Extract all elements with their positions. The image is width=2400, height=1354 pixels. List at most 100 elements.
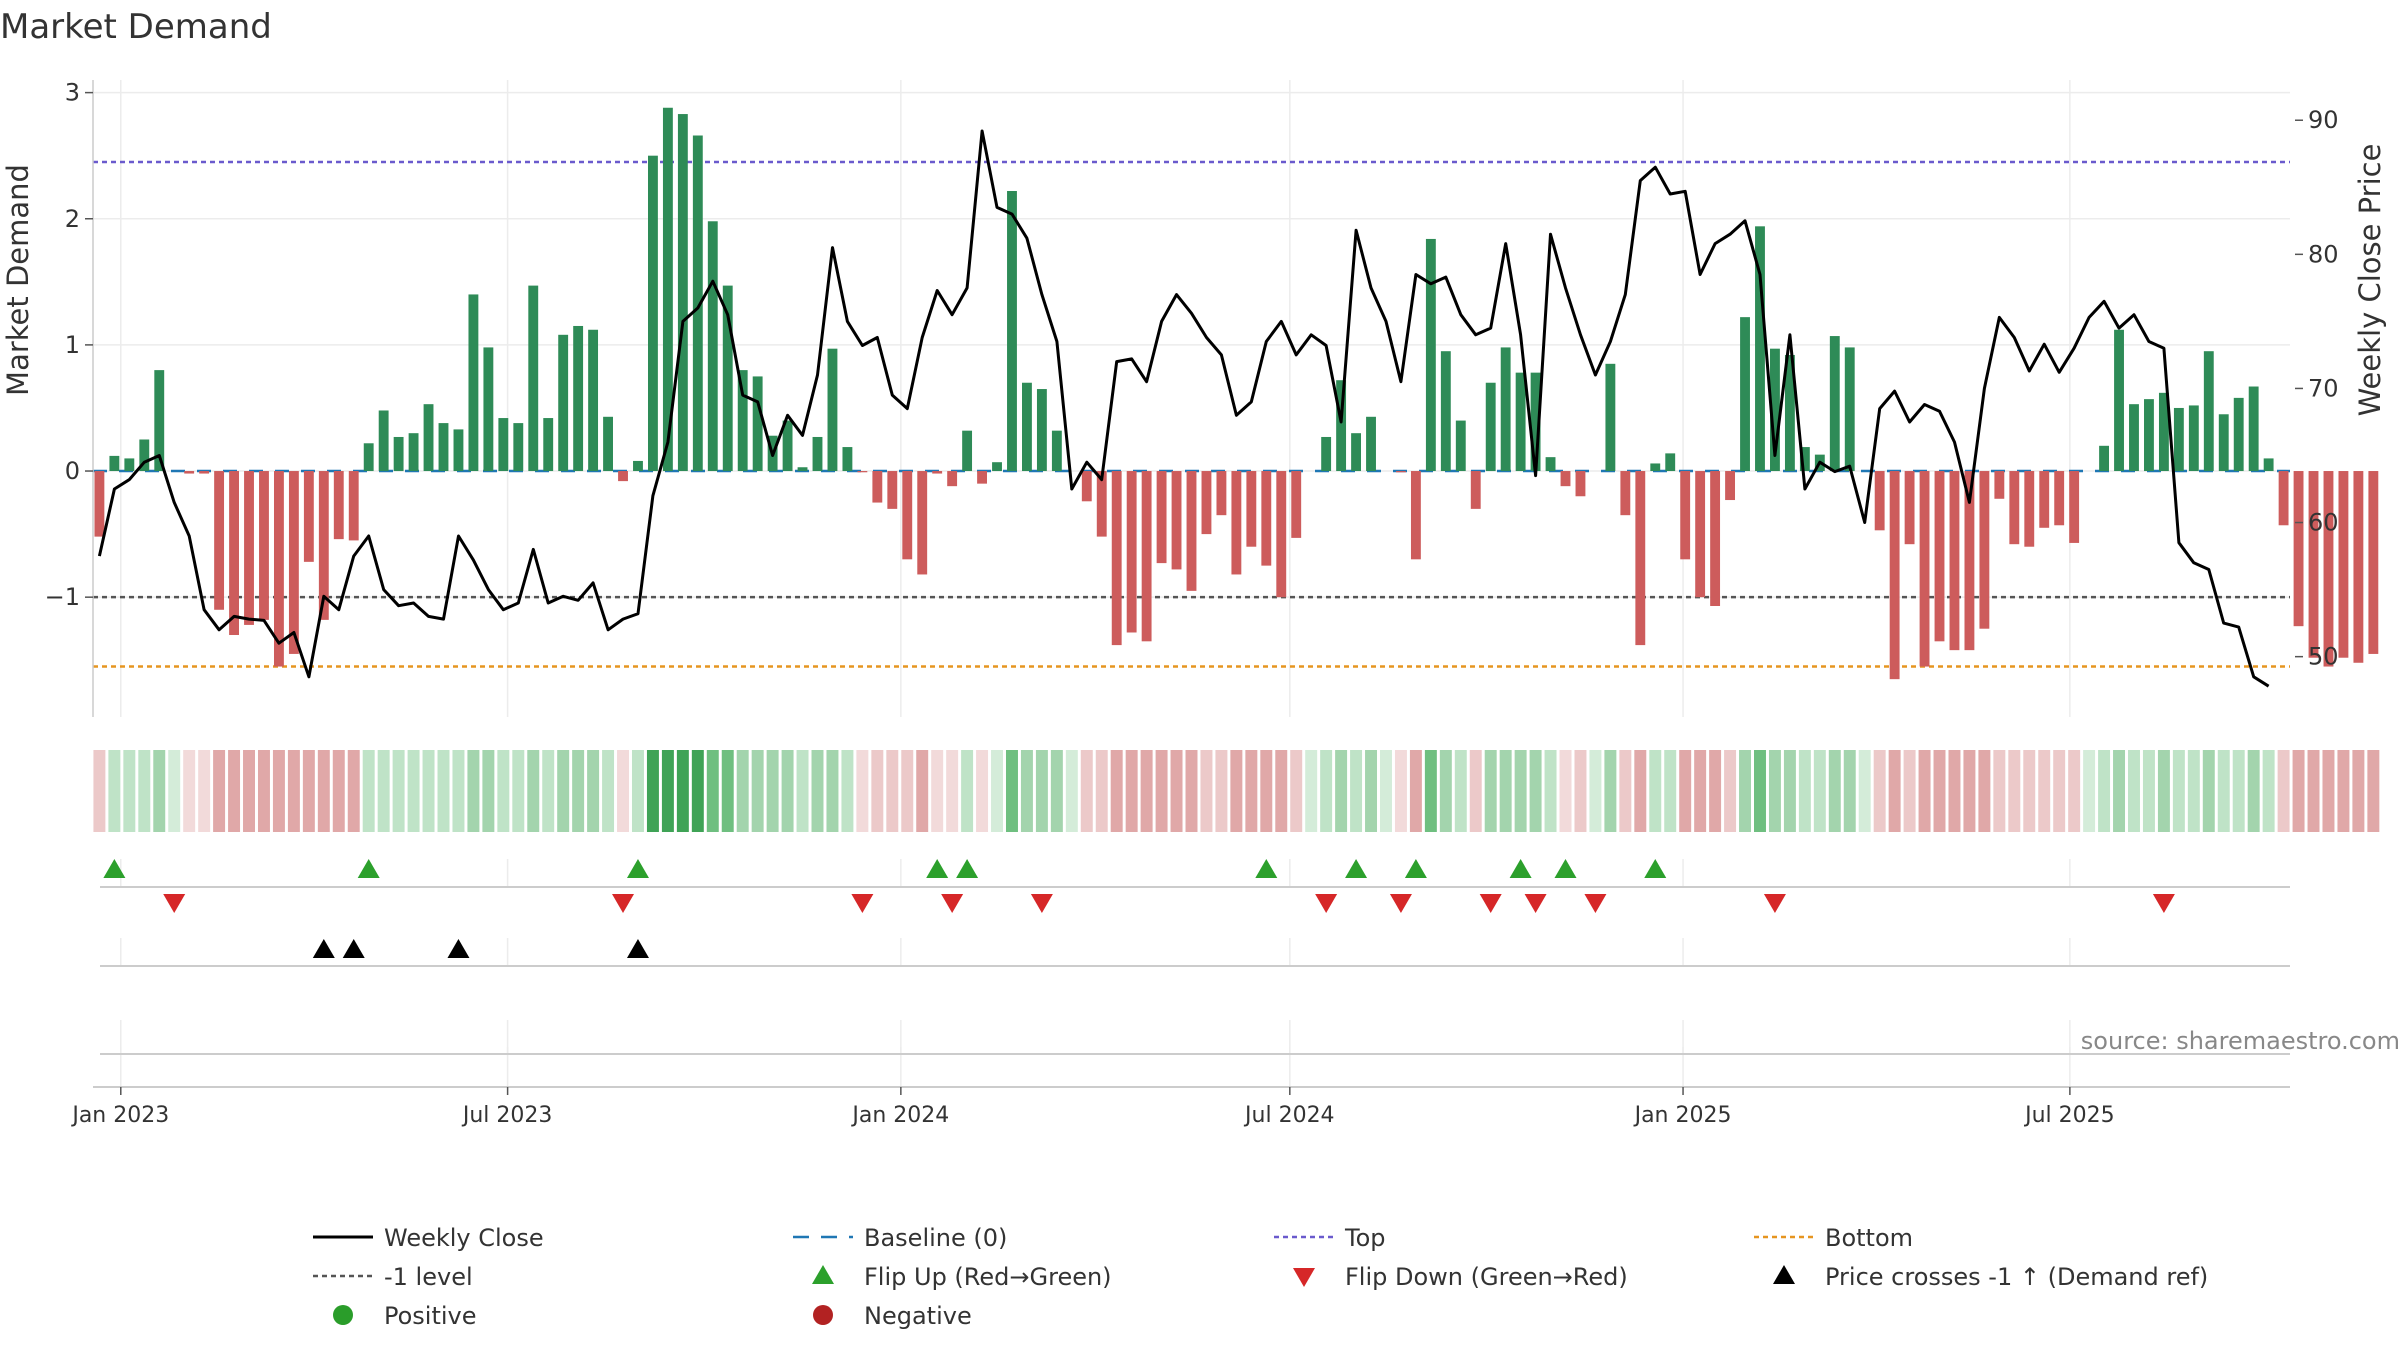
demand-bar (1964, 471, 1975, 651)
intensity-cell (1230, 750, 1243, 832)
intensity-cell (1948, 750, 1961, 832)
y-axis-label-left: Market Demand (1, 164, 35, 396)
demand-bar (752, 376, 763, 472)
intensity-strip (93, 750, 2380, 832)
intensity-cell (1454, 750, 1467, 832)
demand-bar (782, 420, 793, 472)
intensity-cell (2083, 750, 2096, 832)
intensity-cell (2367, 750, 2380, 832)
intensity-cell (931, 750, 944, 832)
demand-bar (947, 471, 958, 487)
x-tick-label: Jul 2025 (2023, 1103, 2115, 1128)
demand-bar (737, 370, 748, 472)
demand-bar (229, 471, 239, 636)
demand-bar (603, 416, 613, 472)
intensity-cell (108, 750, 121, 832)
flip-down-marker (2152, 894, 2175, 913)
demand-bar (1620, 471, 1631, 516)
demand-bar (363, 443, 374, 472)
demand-bar (1904, 471, 1915, 545)
intensity-cell (1993, 750, 2006, 832)
flip-up-marker (956, 859, 979, 878)
intensity-cell (1918, 750, 1931, 832)
intensity-cell (1903, 750, 1916, 832)
legend-swatch (813, 1305, 833, 1325)
intensity-cell (2232, 750, 2245, 832)
demand-bar (1261, 471, 1272, 566)
legend-swatch (333, 1305, 353, 1325)
intensity-cell (1275, 750, 1288, 832)
flip-down-marker (1479, 894, 1502, 913)
intensity-cell (946, 750, 959, 832)
demand-bar (1216, 471, 1227, 516)
intensity-cell (497, 750, 510, 832)
intensity-cell (2337, 750, 2350, 832)
intensity-cell (93, 750, 106, 832)
demand-bar (1291, 471, 1302, 538)
intensity-cell (961, 750, 974, 832)
demand-bars (94, 107, 2379, 680)
demand-bar (1126, 471, 1137, 633)
demand-bar (2009, 471, 2020, 545)
demand-bar (1680, 471, 1691, 560)
legend-label: Weekly Close (384, 1224, 544, 1252)
y-tick-label-right: 50 (2308, 643, 2339, 671)
demand-bar (1770, 348, 1780, 472)
intensity-cell (1559, 750, 1572, 832)
demand-bar (528, 285, 539, 472)
intensity-cell (1739, 750, 1752, 832)
legend-label: Baseline (0) (864, 1224, 1007, 1252)
intensity-cell (2128, 750, 2140, 832)
intensity-cell (1245, 750, 1258, 832)
demand-bar (1755, 226, 1765, 472)
demand-bar (2173, 407, 2184, 472)
flip-down-marker (1030, 894, 1053, 913)
y-tick-label-left: −1 (45, 583, 80, 611)
intensity-cell (676, 750, 689, 832)
intensity-cell (587, 750, 600, 832)
demand-bar (1051, 430, 1062, 472)
demand-bar (303, 471, 314, 562)
intensity-cell (213, 750, 226, 832)
legend-label: Flip Down (Green→Red) (1345, 1263, 1628, 1291)
intensity-cell (1589, 750, 1602, 832)
intensity-cell (1065, 750, 1078, 832)
intensity-cell (2352, 750, 2365, 832)
demand-bar (1575, 471, 1586, 497)
demand-bar (1485, 382, 1496, 472)
flip-up-marker (1345, 859, 1368, 878)
intensity-cell (1320, 750, 1333, 832)
intensity-cell (646, 750, 659, 832)
legend-item: Flip Up (Red→Green) (812, 1263, 1112, 1291)
demand-bar (1889, 471, 1900, 680)
flip-up-marker (1644, 859, 1667, 878)
demand-bar (1530, 372, 1541, 472)
intensity-cell (1125, 750, 1138, 832)
intensity-cell (1020, 750, 1033, 832)
intensity-cell (467, 750, 480, 832)
flip-up-marker (1255, 859, 1278, 878)
flip-down-marker (1584, 894, 1607, 913)
legend-label: Top (1344, 1224, 1386, 1252)
demand-bar (1351, 433, 1361, 472)
demand-bar (438, 423, 449, 472)
intensity-cell (183, 750, 196, 832)
demand-bar (2233, 397, 2244, 472)
intensity-cell (452, 750, 465, 832)
demand-bar (1695, 471, 1706, 598)
legend-label: Flip Up (Red→Green) (864, 1263, 1112, 1291)
intensity-cell (1634, 750, 1647, 832)
legend-item: Top (1274, 1224, 1386, 1252)
intensity-cell (1798, 750, 1811, 832)
intensity-cell (347, 750, 360, 832)
intensity-cell (766, 750, 779, 832)
demand-bar (2308, 471, 2319, 658)
demand-bar (1949, 471, 1960, 651)
intensity-cell (482, 750, 495, 832)
intensity-cell (1140, 750, 1153, 832)
x-tick-label: Jan 2025 (1633, 1103, 1732, 1128)
cross-marker (447, 939, 470, 958)
intensity-cell (168, 750, 181, 832)
intensity-cell (2247, 750, 2260, 832)
